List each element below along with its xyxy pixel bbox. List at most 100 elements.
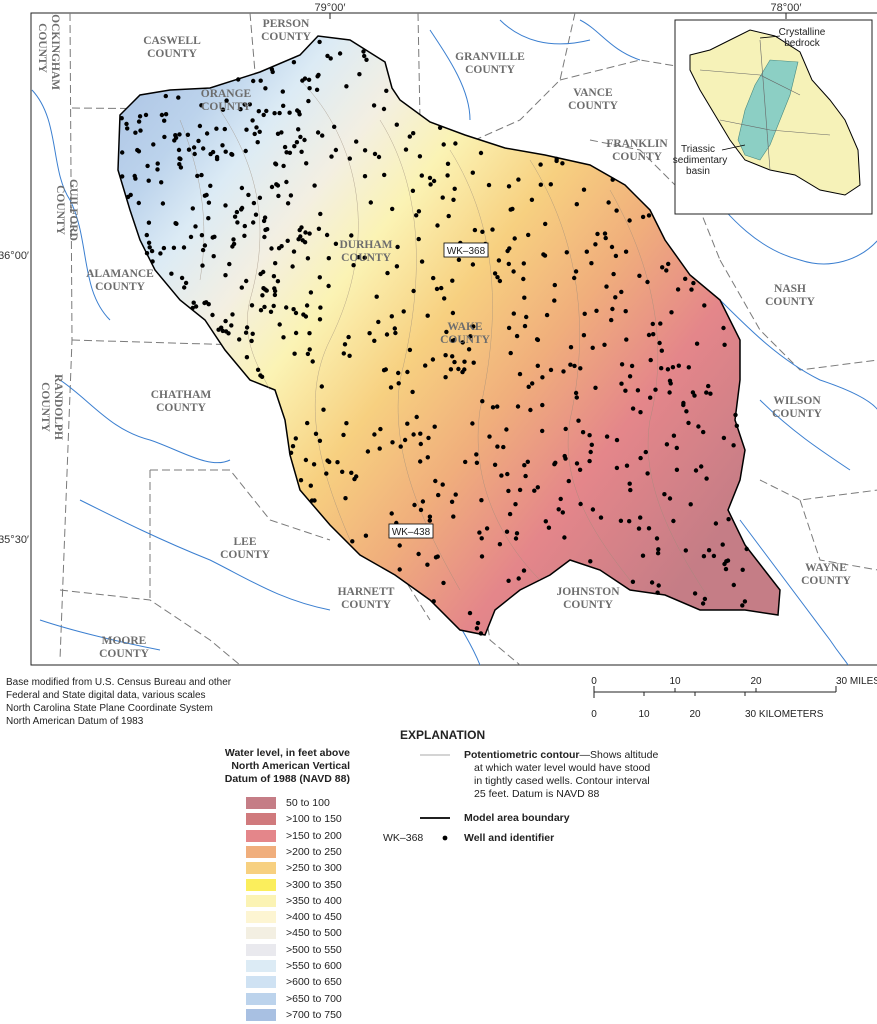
legend-contour-desc: in tightly cased wells. Contour interval bbox=[474, 775, 650, 787]
well-dot bbox=[499, 473, 504, 478]
scale-km-30: 30 KILOMETERS bbox=[745, 709, 824, 720]
water-level-class: >250 to 300 bbox=[246, 862, 342, 875]
well-dot bbox=[529, 197, 535, 202]
well-dot bbox=[159, 112, 165, 118]
scale-mi-10: 10 bbox=[669, 676, 681, 687]
well-dot bbox=[593, 242, 598, 247]
well-dot bbox=[185, 132, 191, 137]
class-swatch bbox=[246, 862, 276, 875]
well-dot bbox=[543, 519, 548, 524]
county-label-line: COUNTY bbox=[156, 402, 207, 414]
well-dot bbox=[651, 332, 656, 337]
well-dot bbox=[479, 498, 484, 503]
well-dot bbox=[662, 492, 667, 497]
well-dot bbox=[328, 56, 333, 61]
well-dot bbox=[516, 177, 521, 182]
well-dot bbox=[332, 124, 337, 129]
well-dot bbox=[526, 384, 531, 389]
well-dot bbox=[382, 172, 387, 178]
well-dot bbox=[394, 122, 399, 127]
water-level-class: >550 to 600 bbox=[246, 960, 342, 972]
well-dot bbox=[445, 161, 451, 166]
county-label-line: ALAMANCE bbox=[86, 268, 154, 280]
well-dot bbox=[347, 353, 352, 358]
well-dot bbox=[128, 192, 133, 198]
well-dot bbox=[403, 147, 409, 152]
scale-km-20: 20 bbox=[689, 709, 701, 720]
base-note-line: Federal and State digital data, various … bbox=[6, 690, 206, 701]
county-label-line: WAYNE bbox=[805, 562, 847, 574]
well-dot bbox=[256, 109, 261, 114]
well-dot bbox=[284, 179, 289, 185]
county-label-line: VANCE bbox=[573, 87, 613, 99]
well-dot bbox=[231, 237, 236, 242]
class-label: 50 to 100 bbox=[286, 797, 330, 809]
county-label-line: COUNTY bbox=[99, 648, 150, 660]
well-dot bbox=[664, 442, 670, 447]
well-dot bbox=[419, 259, 425, 264]
well-dot bbox=[681, 400, 686, 406]
well-dot bbox=[496, 258, 502, 263]
well-dot bbox=[137, 114, 143, 119]
well-dot bbox=[604, 434, 610, 439]
well-dot bbox=[305, 420, 310, 426]
well-dot bbox=[702, 596, 708, 602]
well-dot bbox=[303, 314, 309, 319]
well-dot bbox=[401, 309, 406, 314]
county-label-line: COUNTY bbox=[220, 549, 271, 561]
well-dot bbox=[522, 463, 527, 468]
well-dot bbox=[362, 148, 368, 153]
well-dot bbox=[201, 146, 206, 151]
well-dot bbox=[544, 312, 550, 318]
well-dot bbox=[162, 134, 167, 140]
well-dot bbox=[272, 286, 277, 291]
well-dot bbox=[535, 363, 540, 368]
county-label-line: PERSON bbox=[263, 18, 310, 30]
well-dot bbox=[341, 432, 346, 438]
well-dot bbox=[582, 311, 587, 316]
well-dot bbox=[497, 542, 503, 547]
well-dot bbox=[125, 126, 130, 131]
well-dot bbox=[383, 367, 388, 372]
well-dot bbox=[292, 351, 297, 356]
well-dot bbox=[223, 273, 228, 278]
well-dot bbox=[584, 249, 589, 254]
well-dot bbox=[513, 502, 518, 507]
well-dot bbox=[270, 69, 275, 75]
well-dot bbox=[269, 246, 274, 251]
well-dot bbox=[501, 444, 506, 450]
well-dot bbox=[480, 399, 485, 404]
well-dot bbox=[508, 350, 513, 356]
well-dot bbox=[411, 432, 416, 437]
well-dot bbox=[562, 535, 567, 540]
well-dot bbox=[242, 233, 247, 238]
county-label-line: COUNTY bbox=[801, 575, 852, 587]
well-dot bbox=[297, 227, 302, 233]
well-dot bbox=[305, 256, 311, 261]
well-dot bbox=[630, 406, 636, 411]
county-label-line: COUNTY bbox=[261, 31, 312, 43]
well-dot bbox=[368, 200, 373, 205]
legend-contour-desc: at which water level would have stood bbox=[474, 762, 651, 774]
well-dot bbox=[174, 221, 179, 226]
well-dot bbox=[220, 107, 226, 112]
well-dot bbox=[611, 271, 616, 277]
well-dot bbox=[191, 300, 196, 305]
well-dot bbox=[376, 319, 381, 325]
county-label-line: MOORE bbox=[102, 635, 147, 647]
well-dot bbox=[691, 280, 696, 286]
well-dot bbox=[229, 151, 234, 157]
well-wk-438: WK–438 bbox=[388, 523, 434, 539]
well-dot bbox=[374, 294, 379, 299]
well-dot bbox=[342, 342, 348, 347]
water-level-class: >500 to 550 bbox=[246, 943, 342, 956]
well-dot bbox=[689, 287, 694, 292]
well-dot bbox=[385, 270, 390, 276]
well-dot bbox=[603, 235, 608, 241]
well-dot bbox=[227, 261, 232, 267]
county-label-line: COUNTY bbox=[201, 101, 252, 113]
